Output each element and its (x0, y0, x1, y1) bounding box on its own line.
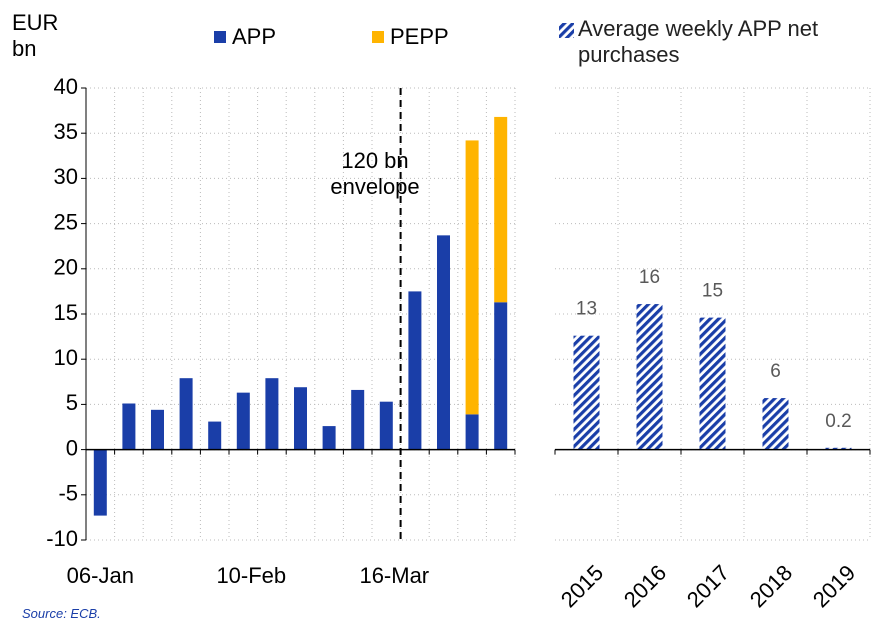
bar (294, 387, 307, 450)
value-label: 0.2 (825, 411, 851, 432)
legend-swatch (372, 31, 384, 43)
bar (465, 140, 479, 415)
bar (636, 304, 663, 450)
x-tick-label: 2015 (556, 560, 608, 612)
value-label: 15 (702, 281, 723, 302)
bar (465, 414, 479, 450)
source: Source: ECB. (22, 606, 101, 621)
y-tick-label: 5 (66, 390, 78, 415)
value-label: 13 (576, 299, 597, 320)
x-tick-label: 2017 (682, 560, 734, 612)
value-label: 6 (770, 361, 781, 382)
bar (322, 426, 336, 450)
legend-label: APP (232, 24, 277, 49)
bar (93, 449, 107, 516)
value-label: 16 (639, 267, 660, 288)
y-tick-label: -5 (58, 481, 78, 506)
y-tick-label: 10 (54, 345, 78, 370)
legend-label: Average weekly APP net purchases (578, 16, 819, 67)
bar (265, 378, 279, 450)
bar (762, 398, 789, 450)
x-tick-label: 2018 (745, 560, 797, 612)
y-axis-label: EUR bn (12, 10, 59, 61)
y-tick-label: 15 (54, 300, 78, 325)
bar (379, 401, 393, 450)
bar (151, 409, 164, 450)
y-tick-label: 20 (54, 255, 78, 280)
bar (699, 317, 726, 450)
y-tick-label: 35 (54, 119, 78, 144)
bar (122, 403, 136, 450)
bar (437, 235, 450, 450)
legend-swatch (214, 31, 226, 43)
x-tick-label: 06-Jan (67, 563, 134, 588)
legend-label: PEPP (390, 24, 449, 49)
legend-swatch (559, 23, 574, 38)
bar (408, 291, 422, 450)
bar (494, 302, 508, 450)
annotation: 120 bn envelope (330, 148, 420, 199)
bar (573, 335, 600, 450)
x-tick-label: 16-Mar (359, 563, 429, 588)
x-tick-label: 2019 (808, 560, 860, 612)
x-tick-label: 2016 (619, 560, 671, 612)
y-tick-label: -10 (46, 526, 78, 551)
y-tick-label: 25 (54, 209, 78, 234)
x-tick-label: 10-Feb (216, 563, 286, 588)
bar (825, 447, 852, 450)
bar (236, 392, 250, 450)
bar (179, 378, 193, 450)
bar (351, 389, 365, 450)
y-tick-label: 30 (54, 164, 78, 189)
bar (208, 421, 222, 450)
y-tick-label: 0 (66, 435, 78, 460)
bar (494, 116, 508, 303)
y-tick-label: 40 (54, 74, 78, 99)
